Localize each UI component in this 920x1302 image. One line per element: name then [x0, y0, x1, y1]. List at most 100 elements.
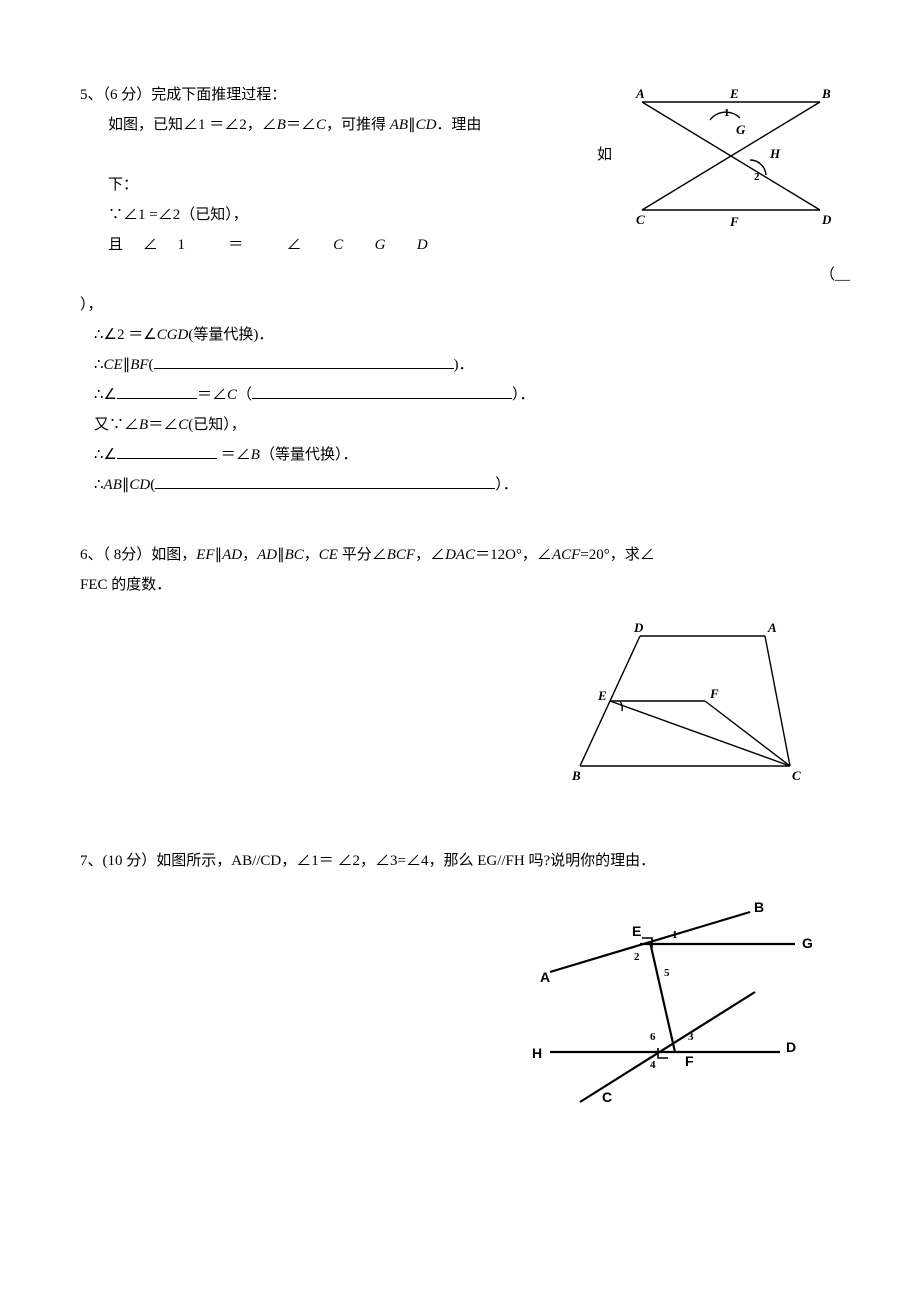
q5-l10a: ∴∠ [94, 447, 117, 463]
fig5-label-G: G [736, 122, 746, 137]
fig7-2: 2 [634, 951, 640, 963]
q5-line8: ∴∠ ＝∠C（ ）． [80, 380, 860, 410]
q6-ACF: ACF [552, 547, 580, 563]
q5-l9-C: C [178, 417, 188, 433]
fig5-label-2: 2 [754, 171, 760, 183]
fig7-3: 3 [688, 1031, 694, 1043]
q6-BCF: BCF [387, 547, 415, 563]
q5-l4g: G [375, 237, 394, 253]
q5-l6a: ∴∠2 ＝∠ [94, 327, 157, 343]
fig7-F: F [685, 1053, 694, 1069]
fig7-D: D [786, 1039, 796, 1055]
q5-l1-b: ＝∠ [286, 117, 316, 133]
q5-l4e: ∠ [287, 237, 310, 253]
q6-BC: BC [285, 547, 304, 563]
fig5-label-1: 1 [724, 107, 730, 119]
q5-l11-AB: AB [104, 477, 122, 493]
q6-l1i: =20°，求∠ [580, 547, 654, 563]
fig6-A: A [767, 620, 777, 635]
q5-line11: ∴AB∥CD(）． [80, 470, 860, 500]
q5-l8b: ＝∠ [197, 387, 227, 403]
fig6-D: D [633, 620, 644, 635]
fig5-label-F: F [729, 214, 739, 229]
question-6: 6、（ 8分）如图，EF∥AD，AD∥BC，CE 平分∠BCF，∠DAC＝12O… [80, 540, 860, 786]
q5-l11a: ∴ [94, 477, 104, 493]
q5-l1-d: ∥ [408, 117, 416, 133]
q5-blank-3[interactable] [252, 383, 512, 399]
q5-l9-B: B [139, 417, 148, 433]
q5-l8a: ∴∠ [94, 387, 117, 403]
q6-l1f: 平分∠ [338, 547, 387, 563]
q6-AD: AD [222, 547, 242, 563]
q5-l1-C: C [316, 117, 326, 133]
q5-l1-e: ．理由 [436, 117, 481, 133]
q5-l10b: ＝∠ [217, 447, 251, 463]
q5-l1-B: B [277, 117, 286, 133]
q5-l7a: ∴ [94, 357, 104, 373]
fig7-C: C [602, 1089, 612, 1105]
q5-l1-a: 如图，已知∠1 ＝∠2，∠ [108, 117, 277, 133]
fig5-label-C: C [636, 212, 645, 227]
q6-l1a: 6、（ 8分）如图， [80, 547, 196, 563]
figure-q6: D A E F B C [560, 616, 820, 786]
q6-AD2: AD [257, 547, 277, 563]
q5-l4a: 且 [108, 237, 131, 253]
q5-l10c: （等量代换）． [260, 447, 358, 463]
q5-l4b: ∠ [143, 237, 166, 253]
q5-l11-CD: CD [129, 477, 150, 493]
fig7-G: G [802, 935, 813, 951]
q5-l9a: 又∵∠ [94, 417, 139, 433]
q6-l1b: ∥ [215, 547, 223, 563]
q5-l10-B: B [251, 447, 260, 463]
q6-l1c: ， [242, 547, 257, 563]
q5-blank-1[interactable] [154, 353, 454, 369]
q5-l4d: ＝ [228, 237, 251, 253]
q5-line9: 又∵∠B＝∠C(已知）， [80, 410, 860, 440]
question-7: 7、(10 分）如图所示，AB//CD，∠1＝ ∠2，∠3=∠4，那么 EG//… [80, 846, 860, 1112]
q6-line2: FEC 的度数． [80, 570, 860, 600]
fig7-1: 1 [672, 929, 678, 941]
q5-l9b: ＝∠ [148, 417, 178, 433]
q5-blank-2[interactable] [117, 383, 197, 399]
q7-text: 7、(10 分）如图所示，AB//CD，∠1＝ ∠2，∠3=∠4，那么 EG//… [80, 846, 860, 876]
fig7-H: H [532, 1045, 542, 1061]
fig6-F: F [709, 686, 719, 701]
q5-l6-CGD: CGD [157, 327, 189, 343]
q5-l6b: (等量代换)． [188, 327, 273, 343]
q6-CE: CE [319, 547, 338, 563]
fig5-label-E: E [729, 86, 739, 101]
figure-q5: A E B C F D G H 1 2 [620, 80, 860, 230]
q6-l1d: ∥ [277, 547, 285, 563]
fig7-B: B [754, 899, 764, 915]
q6-line1: 6、（ 8分）如图，EF∥AD，AD∥BC，CE 平分∠BCF，∠DAC＝12O… [80, 540, 860, 570]
figure-q7: B G E A D H F C 1 2 5 3 6 4 [490, 892, 830, 1112]
q5-blank-4[interactable] [117, 443, 217, 459]
q5-l4c: 1 [178, 237, 194, 253]
q6-l1g: ，∠ [415, 547, 445, 563]
q5-line5: ）， [80, 290, 860, 320]
fig7-4: 4 [650, 1059, 656, 1071]
q6-l1h: ＝12O°，∠ [475, 547, 552, 563]
fig5-label-A: A [635, 86, 645, 101]
q5-l9c: (已知）， [188, 417, 246, 433]
fig7-E: E [632, 923, 641, 939]
q5-line10: ∴∠ ＝∠B（等量代换）． [80, 440, 860, 470]
q5-l1-AB: AB [390, 117, 408, 133]
q5-l7-CE: CE [104, 357, 123, 373]
q5-line4i: （__ [80, 260, 860, 290]
fig6-B: B [571, 768, 581, 783]
question-5: A E B C F D G H 1 2 5、（6 分）完成下面推理过程： 如图，… [80, 80, 860, 500]
q5-l8-C: C [227, 387, 237, 403]
fig5-label-B: B [821, 86, 831, 101]
q5-line4: 且 ∠ 1 ＝ ∠ C G D [80, 230, 860, 260]
fig6-C: C [792, 768, 801, 783]
q5-l11d: ）． [495, 477, 518, 493]
q5-blank-5[interactable] [155, 473, 495, 489]
fig7-5: 5 [664, 967, 670, 979]
fig5-label-D: D [821, 212, 832, 227]
q5-l8d: ）． [512, 387, 535, 403]
fig6-E: E [597, 688, 607, 703]
q6-DAC: DAC [445, 547, 475, 563]
q5-l8c: （ [237, 387, 252, 403]
q5-line7: ∴CE∥BF()． [80, 350, 860, 380]
